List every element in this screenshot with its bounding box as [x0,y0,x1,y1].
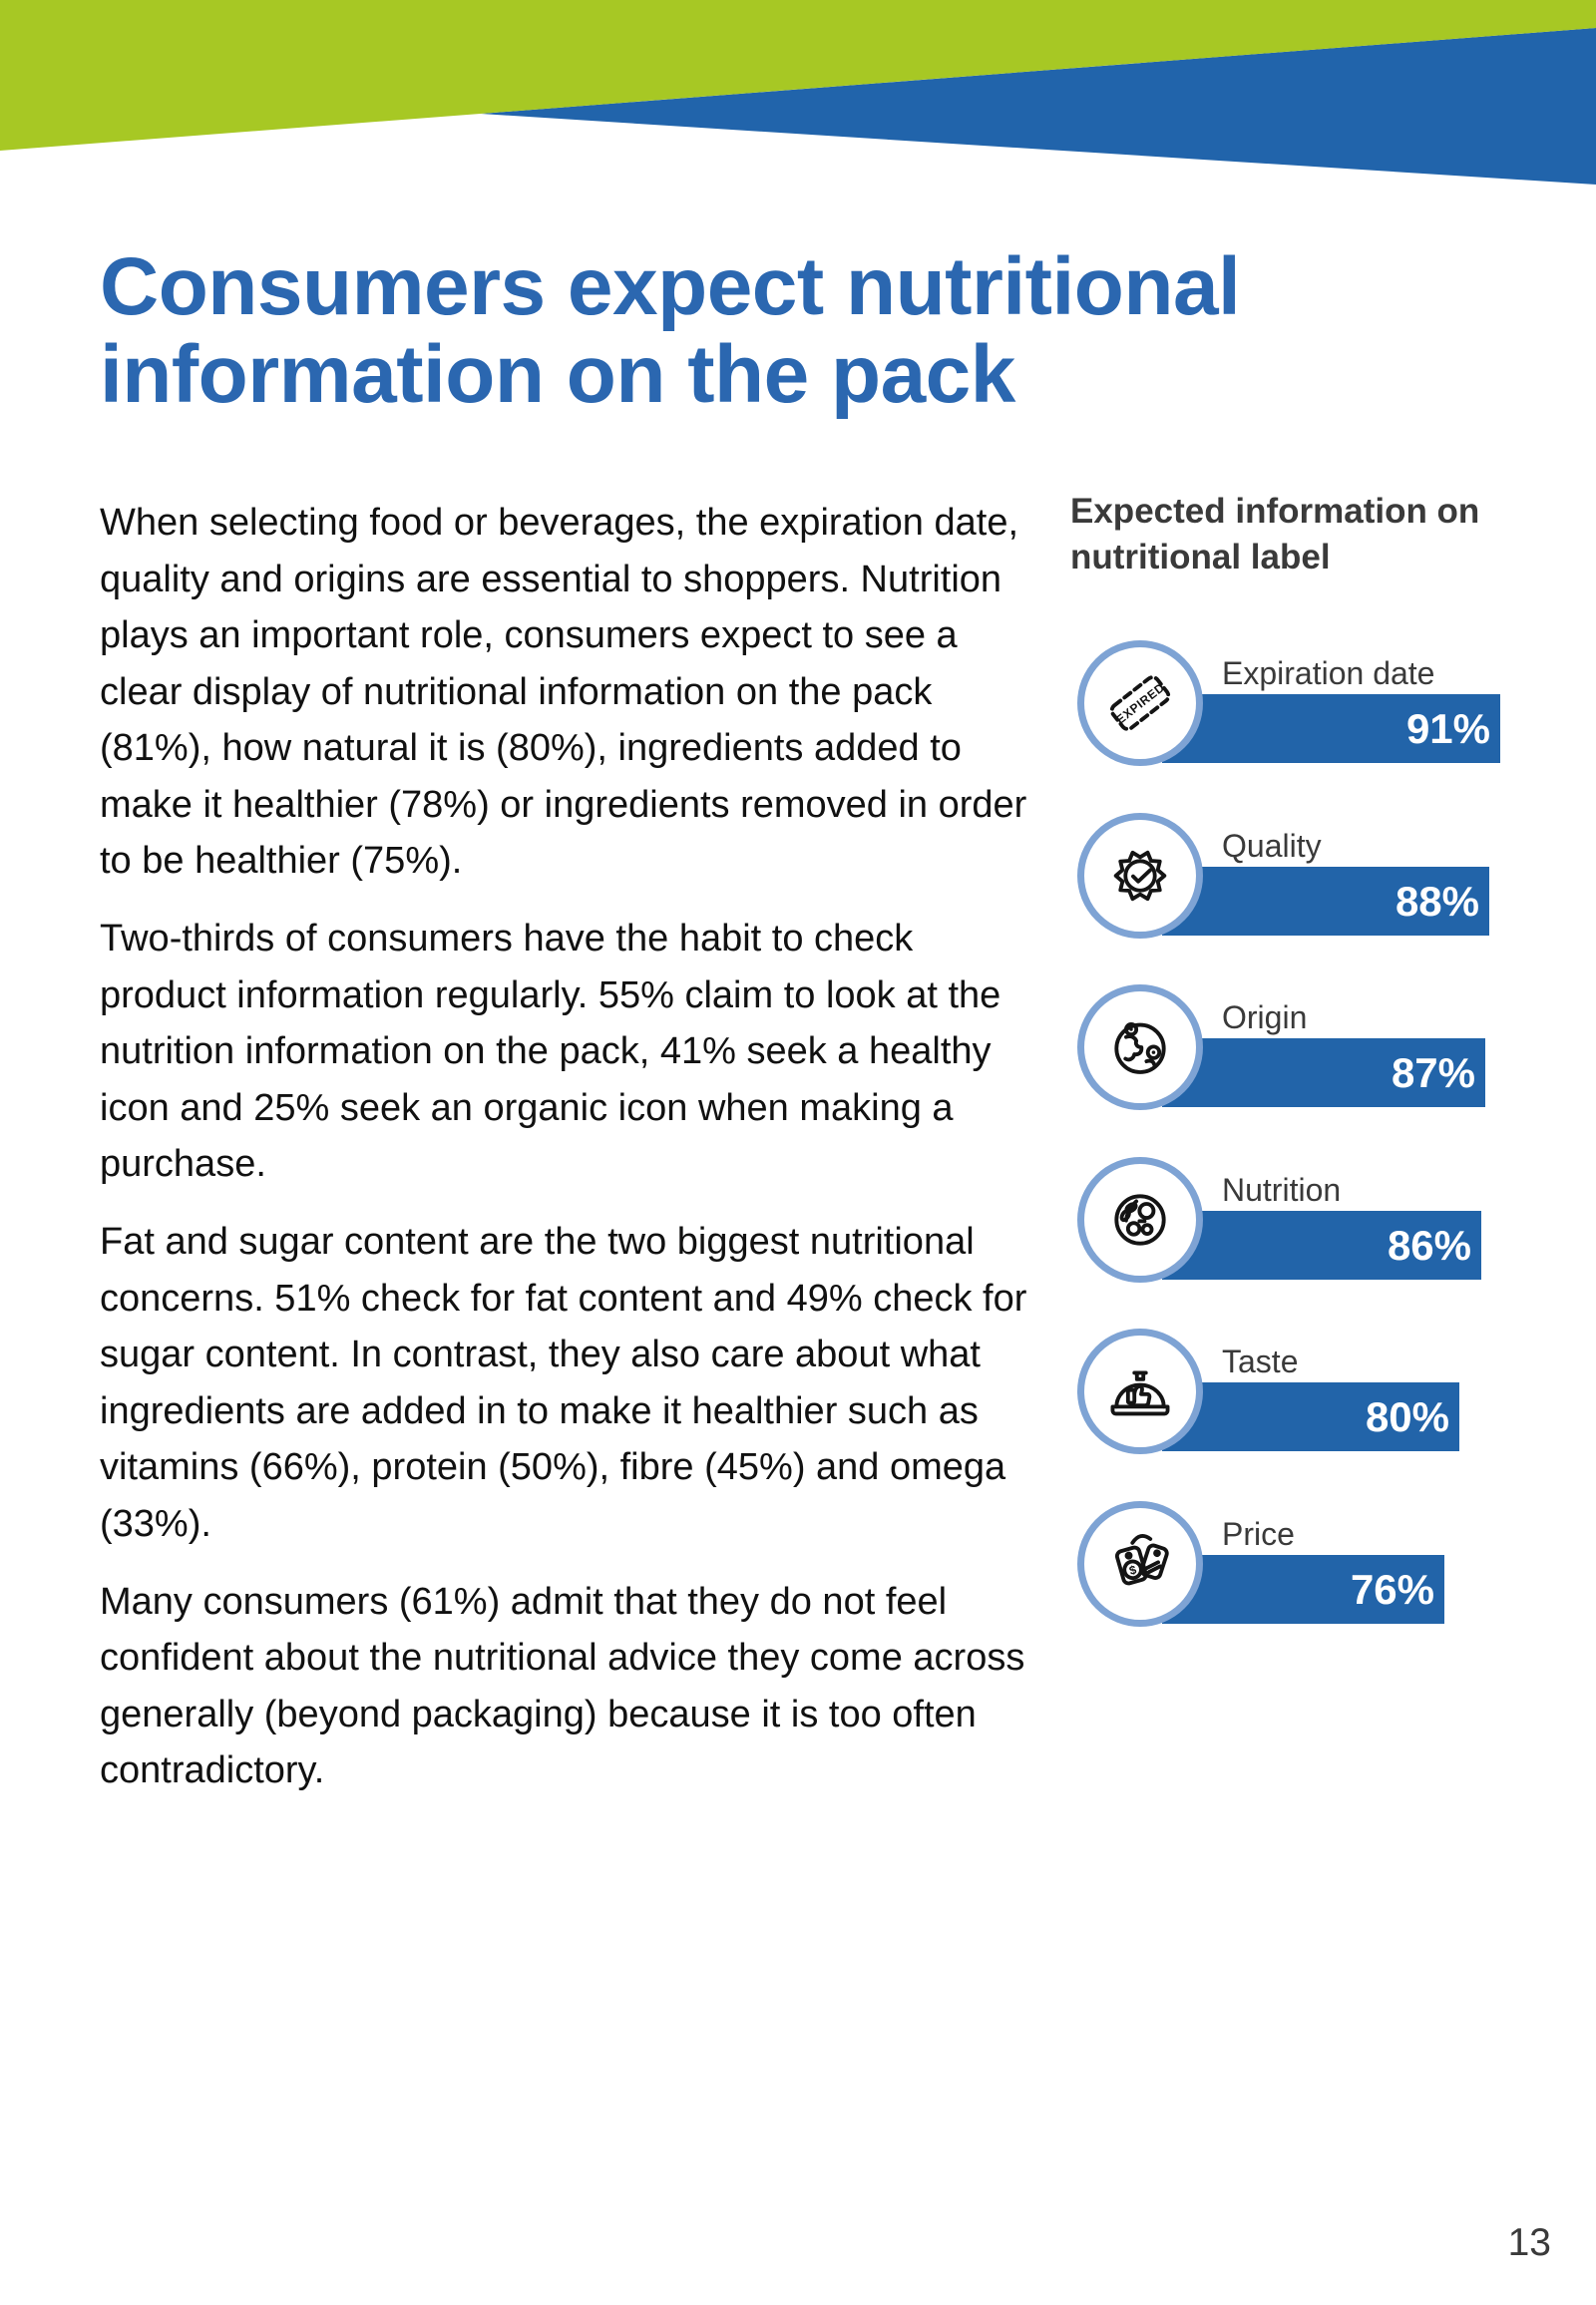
page-title-line1: Consumers expect nutritional [100,241,1241,332]
chart-heading: Expected information on nutritional labe… [1070,489,1549,580]
paragraph-4: Many consumers (61%) admit that they do … [100,1580,1025,1792]
paragraph-3: Fat and sugar content are the two bigges… [100,1221,1027,1545]
bar-value-label: 80% [1365,1392,1449,1440]
icon-circle: $ [1077,1501,1203,1627]
chart-row: 87% Origin [1070,984,1549,1116]
bar-category-label: Taste [1222,1344,1299,1379]
chart-row: 86% Nutrition [1070,1157,1549,1289]
page-title-line2: information on the pack [100,329,1015,420]
taste-cloche-icon [1099,1350,1181,1432]
chart-heading-line2: nutritional label [1070,538,1331,576]
bar-category-label: Origin [1222,999,1308,1035]
chart-row: 88% Quality [1070,813,1549,945]
chart-heading-line1: Expected information on [1070,492,1480,531]
quality-badge-icon [1099,835,1181,917]
bar-category-label: Expiration date [1222,655,1435,691]
bar-value-label: 87% [1391,1048,1475,1096]
icon-circle [1077,1329,1203,1454]
bar-value-label: 76% [1350,1565,1434,1613]
bar: 80% [1162,1382,1459,1451]
icon-circle [1077,984,1203,1110]
svg-text:$: $ [1128,1563,1139,1578]
bar-value-label: 88% [1395,877,1479,925]
bar: 87% [1162,1038,1485,1107]
bar-category-label: Nutrition [1222,1172,1342,1208]
article: When selecting food or beverages, the ex… [100,495,1032,1820]
icon-circle [1077,1157,1203,1283]
paragraph-1: When selecting food or beverages, the ex… [100,502,1027,882]
icon-circle [1077,813,1203,939]
expired-stamp-icon: EXPIRED [1099,662,1181,744]
bar-value-label: 86% [1387,1221,1471,1269]
bar: 86% [1162,1211,1481,1280]
nutrition-plate-icon [1099,1179,1181,1261]
price-tags-icon: $ [1099,1523,1181,1605]
bar-category-label: Price [1222,1516,1295,1552]
icon-circle: EXPIRED [1077,640,1203,766]
page-number: 13 [1507,2221,1551,2264]
bar-value-label: 91% [1405,704,1490,752]
chart-row: 76% Price $ [1070,1501,1549,1633]
chart-row: 91% Expiration date EXPIRED [1070,640,1549,772]
bar: 76% [1162,1555,1444,1624]
chart-row: 80% Taste [1070,1329,1549,1460]
origin-globe-icon [1099,1006,1181,1088]
bar: 88% [1162,867,1489,936]
bar-category-label: Quality [1222,828,1322,864]
page-title: Consumers expect nutritional information… [100,243,1496,419]
paragraph-2: Two-thirds of consumers have the habit t… [100,918,1001,1185]
bar: 91% [1162,694,1500,763]
